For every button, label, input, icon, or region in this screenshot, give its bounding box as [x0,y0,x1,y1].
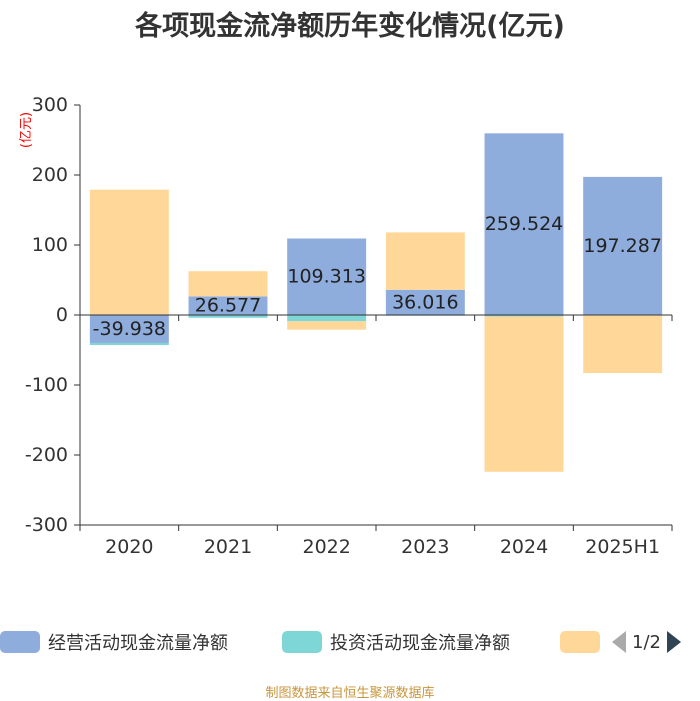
x-tick-label-2021: 2021 [204,536,252,558]
y-tick-label--300: -300 [25,514,68,536]
data-label-2025H1: 197.287 [583,235,662,257]
bars-layer [89,133,663,472]
bar-series1-2021 [188,315,268,318]
bar-series0-2025H1 [583,176,663,315]
bar-series2-2021 [188,271,268,297]
axes-layer: 300 200 100 0 -100 -200 -300 2020 2021 2022 2023 20… [25,94,673,558]
bar-series1-2020 [89,342,169,346]
pager-next-icon[interactable] [666,631,681,653]
bar-series2-2022 [287,321,367,330]
data-label-2021: 26.577 [195,295,261,317]
y-axis-unit-label: (亿元) [19,112,34,148]
y-tick-label-300: 300 [32,94,68,116]
data-label-2020: -39.938 [93,318,166,340]
source-note: 制图数据来自恒生聚源数据库 [265,686,435,701]
bar-series2-2023 [385,232,465,290]
legend-swatch-investing [282,631,322,653]
y-tick-label-0: 0 [56,304,68,326]
bar-series0-2023 [385,289,465,315]
legend-swatch-operating [0,631,40,653]
legend-item-operating[interactable]: 经营活动现金流量净额 [0,624,228,660]
x-tick-label-2024: 2024 [500,536,548,558]
chart-title: 各项现金流净额历年变化情况(亿元) [135,11,565,42]
bar-series2-2025H1 [583,315,663,374]
legend-label-operating: 经营活动现金流量净额 [48,633,228,654]
data-label-2022: 109.313 [287,266,366,288]
legend-item-financing[interactable] [560,624,608,660]
pager-text: 1/2 [632,631,661,653]
x-tick-label-2025H1: 2025H1 [585,536,660,558]
y-tick-label-100: 100 [32,234,68,256]
legend-swatch-financing [560,631,600,653]
pager-prev-icon[interactable] [612,631,626,653]
data-label-2023: 36.016 [392,291,458,313]
bar-series1-2024 [484,315,564,317]
bar-series0-2021 [188,296,268,315]
bar-series1-2022 [287,315,367,322]
x-tick-label-2020: 2020 [105,536,153,558]
y-tick-label--200: -200 [25,444,68,466]
bar-series0-2024 [484,133,564,315]
legend-pager: 1/2 [612,626,681,658]
bar-series2-2024 [484,316,564,472]
x-tick-label-2022: 2022 [302,536,350,558]
y-tick-label--100: -100 [25,374,68,396]
legend-item-investing[interactable]: 投资活动现金流量净额 [282,624,510,660]
x-tick-label-2023: 2023 [401,536,449,558]
bar-series0-2020 [89,315,169,343]
bar-series2-2020 [89,189,169,315]
y-tick-label-200: 200 [32,164,68,186]
bar-series0-2022 [287,238,367,315]
data-labels-layer: -39.938 26.577 109.313 36.016 259.524 197.287 [93,213,662,340]
legend-label-investing: 投资活动现金流量净额 [330,633,510,654]
data-label-2024: 259.524 [485,213,564,235]
legend: 经营活动现金流量净额 投资活动现金流量净额 [0,624,700,660]
